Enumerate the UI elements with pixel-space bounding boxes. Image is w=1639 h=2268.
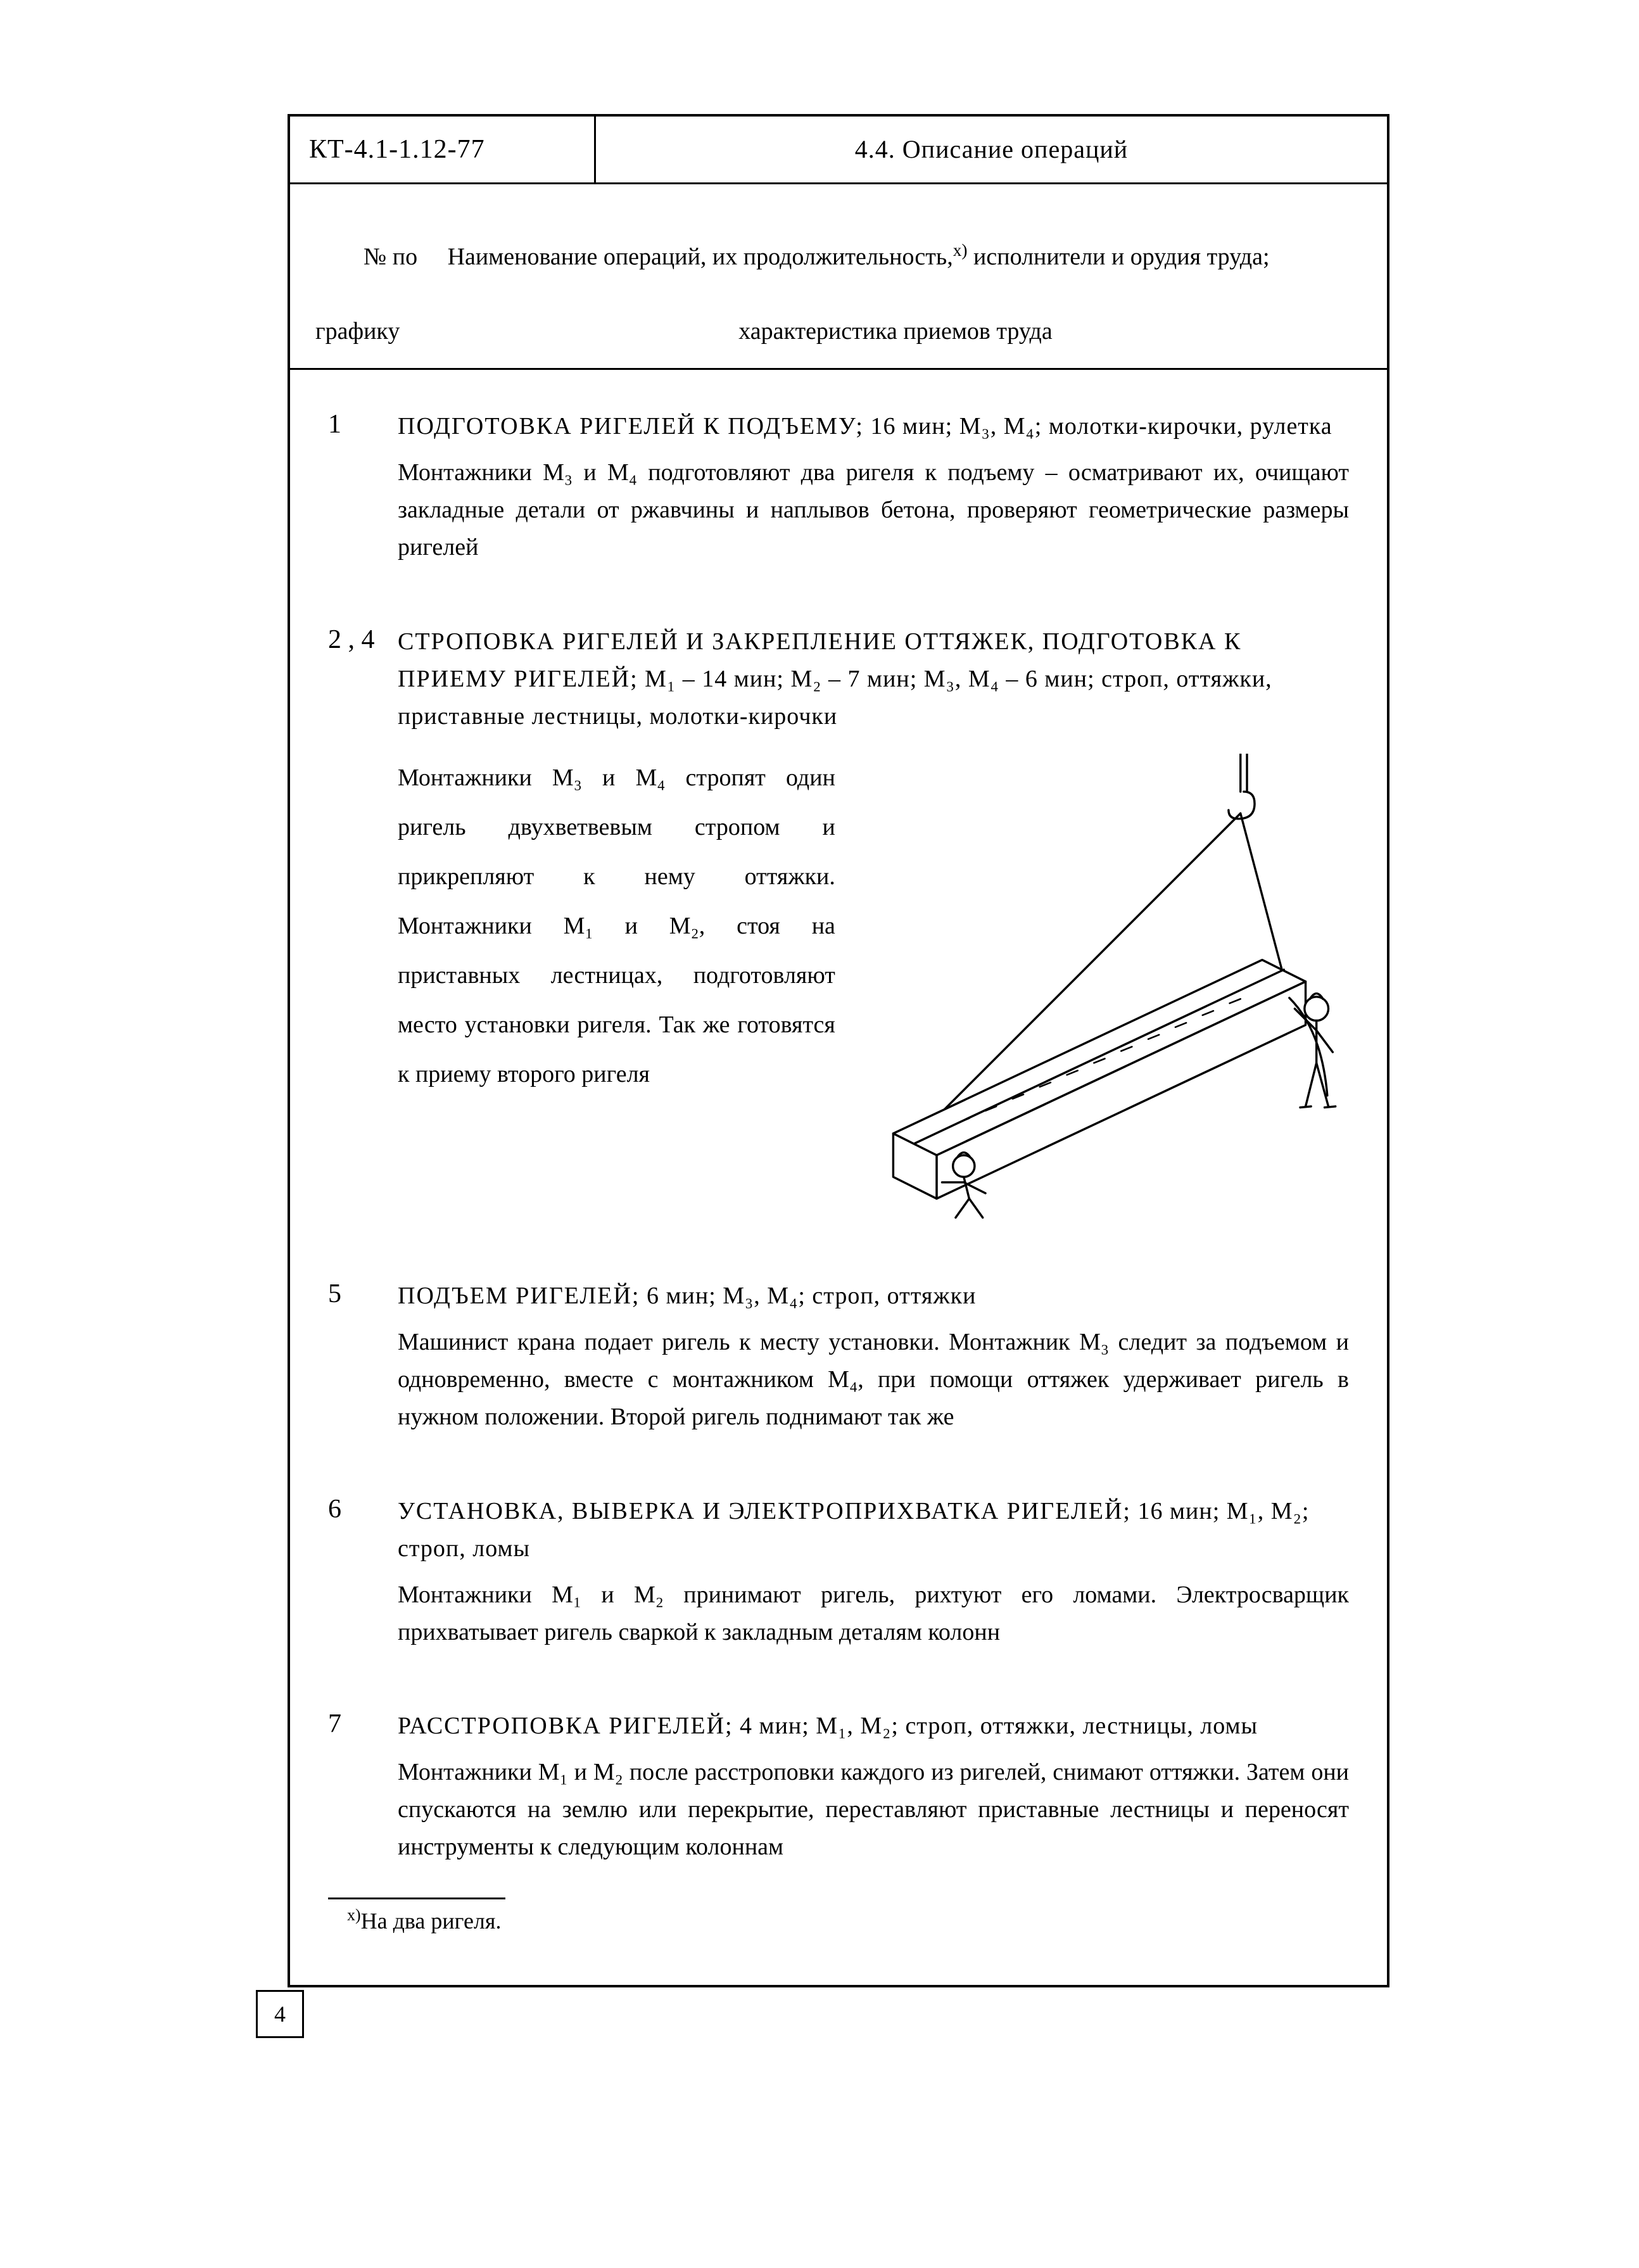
- operation-body: СТРОПОВКА РИГЕЛЕЙ И ЗАКРЕПЛЕНИЕ ОТТЯЖЕК,…: [398, 623, 1349, 1220]
- operation-number: 2 , 4: [328, 623, 398, 1220]
- operation-title-rest: 6 мин; М₃, М₄; строп, оттяжки: [640, 1283, 976, 1309]
- operation-body: ПОДЪЕМ РИГЕЛЕЙ; 6 мин; М₃, М₄; строп, от…: [398, 1277, 1349, 1436]
- operation-description: Машинист крана подает ригель к месту уст…: [398, 1324, 1349, 1436]
- operation-block: 1 ПОДГОТОВКА РИГЕЛЕЙ К ПОДЪЕМУ; 16 мин; …: [328, 408, 1349, 566]
- header-row: КТ-4.1-1.12-77 4.4. Описание операций: [290, 117, 1387, 184]
- document-code: КТ-4.1-1.12-77: [290, 117, 596, 182]
- footnote-rule: [328, 1897, 505, 1899]
- subheader-line2-right: характеристика приемов труда: [429, 313, 1362, 350]
- operation-number: 7: [328, 1707, 398, 1866]
- page-frame: КТ-4.1-1.12-77 4.4. Описание операций № …: [288, 114, 1389, 1987]
- subheader-line1-a: № по Наименование операций, их продолжит…: [364, 244, 953, 270]
- operation-number: 6: [328, 1493, 398, 1651]
- operation-body: РАССТРОПОВКА РИГЕЛЕЙ; 4 мин; М₁, М₂; стр…: [398, 1707, 1349, 1866]
- operation-number: 5: [328, 1277, 398, 1436]
- operation-title-rest: 16 мин; М₃, М₄; молотки-кирочки, рулетка: [864, 413, 1332, 440]
- operation-title-caps: ПОДЪЕМ РИГЕЛЕЙ;: [398, 1283, 640, 1309]
- operation-description: Монтажники М₃ и М₄ подготовляют два риге…: [398, 454, 1349, 566]
- footnote-mark: х): [347, 1906, 361, 1924]
- operation-title: СТРОПОВКА РИГЕЛЕЙ И ЗАКРЕПЛЕНИЕ ОТТЯЖЕК,…: [398, 623, 1349, 735]
- operation-number: 1: [328, 408, 398, 566]
- operation-title-caps: РАССТРОПОВКА РИГЕЛЕЙ;: [398, 1713, 733, 1739]
- footnote-mark-inline: х): [953, 241, 968, 260]
- operation-body: УСТАНОВКА, ВЫВЕРКА И ЭЛЕКТРОПРИХВАТКА РИ…: [398, 1493, 1349, 1651]
- rigging-illustration-svg: [861, 754, 1349, 1220]
- section-title: 4.4. Описание операций: [596, 117, 1387, 182]
- operation-title: ПОДГОТОВКА РИГЕЛЕЙ К ПОДЪЕМУ; 16 мин; М₃…: [398, 408, 1349, 445]
- operation-description: Монтажники М₁ и М₂ после расстроповки ка…: [398, 1754, 1349, 1866]
- column-header: № по Наименование операций, их продолжит…: [290, 184, 1387, 370]
- operation-block: 5 ПОДЪЕМ РИГЕЛЕЙ; 6 мин; М₃, М₄; строп, …: [328, 1277, 1349, 1436]
- operation-block: 2 , 4 СТРОПОВКА РИГЕЛЕЙ И ЗАКРЕПЛЕНИЕ ОТ…: [328, 623, 1349, 1220]
- footnote-text: На два ригеля.: [361, 1908, 502, 1934]
- operation-title: РАССТРОПОВКА РИГЕЛЕЙ; 4 мин; М₁, М₂; стр…: [398, 1707, 1349, 1745]
- operation-title: УСТАНОВКА, ВЫВЕРКА И ЭЛЕКТРОПРИХВАТКА РИ…: [398, 1493, 1349, 1568]
- operation-title: ПОДЪЕМ РИГЕЛЕЙ; 6 мин; М₃, М₄; строп, от…: [398, 1277, 1349, 1315]
- operation-body: ПОДГОТОВКА РИГЕЛЕЙ К ПОДЪЕМУ; 16 мин; М₃…: [398, 408, 1349, 566]
- page-number: 4: [256, 1990, 304, 2038]
- operation-block: 7 РАССТРОПОВКА РИГЕЛЕЙ; 4 мин; М₁, М₂; с…: [328, 1707, 1349, 1866]
- operation-description: Монтажники М₁ и М₂ принимают ригель, рих…: [398, 1576, 1349, 1651]
- footnote: х)На два ригеля.: [328, 1906, 1349, 1934]
- subheader-line2-left: графику: [315, 313, 429, 350]
- content-area: 1 ПОДГОТОВКА РИГЕЛЕЙ К ПОДЪЕМУ; 16 мин; …: [290, 370, 1387, 1985]
- operation-title-rest: 4 мин; М₁, М₂; строп, оттяжки, лестницы,…: [733, 1713, 1258, 1739]
- document-page: КТ-4.1-1.12-77 4.4. Описание операций № …: [123, 0, 1516, 2063]
- operation-block: 6 УСТАНОВКА, ВЫВЕРКА И ЭЛЕКТРОПРИХВАТКА …: [328, 1493, 1349, 1651]
- rigging-figure: [861, 754, 1349, 1220]
- operation-title-caps: УСТАНОВКА, ВЫВЕРКА И ЭЛЕКТРОПРИХВАТКА РИ…: [398, 1498, 1131, 1524]
- operation-description: Монтажники М₃ и М₄ стропят один ригель д…: [398, 754, 835, 1099]
- operation-title-caps: ПОДГОТОВКА РИГЕЛЕЙ К ПОДЪЕМУ;: [398, 413, 864, 440]
- subheader-line1-b: исполнители и орудия труда;: [968, 244, 1270, 270]
